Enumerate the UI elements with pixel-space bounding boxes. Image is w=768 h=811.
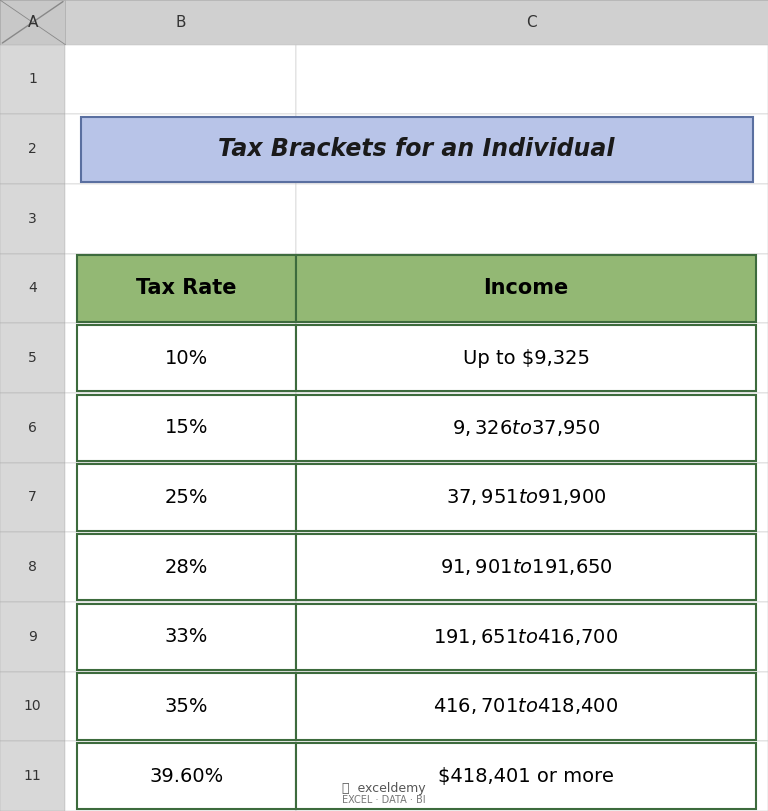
Text: B: B [175, 15, 186, 30]
Bar [65, 324, 296, 393]
Text: $191,651 to $416,700: $191,651 to $416,700 [433, 627, 619, 647]
Bar [0, 393, 65, 462]
Bar [65, 184, 296, 254]
Bar [65, 393, 296, 462]
Text: 5: 5 [28, 351, 37, 365]
Text: 33%: 33% [164, 628, 208, 646]
Bar [296, 673, 756, 740]
Bar [0, 741, 65, 811]
Bar [0, 184, 65, 254]
Bar [65, 602, 296, 672]
Bar [296, 602, 768, 672]
Bar [296, 45, 768, 114]
Text: 9: 9 [28, 630, 37, 644]
Text: 25%: 25% [164, 488, 208, 507]
Text: 10%: 10% [164, 349, 208, 367]
Bar [0, 0, 768, 45]
Text: $418,401 or more: $418,401 or more [438, 766, 614, 786]
Bar [77, 255, 296, 322]
Bar [81, 117, 753, 182]
Bar [296, 325, 756, 392]
Bar [296, 534, 756, 600]
Text: 🏠  exceldemy: 🏠 exceldemy [343, 782, 425, 795]
Bar [65, 45, 296, 114]
Text: 39.60%: 39.60% [149, 766, 223, 786]
Text: 35%: 35% [164, 697, 208, 716]
Bar [0, 462, 65, 532]
Text: 6: 6 [28, 421, 37, 435]
Bar [65, 532, 296, 602]
Bar [0, 324, 65, 393]
Bar [296, 603, 756, 670]
Bar [77, 534, 296, 600]
Bar [77, 603, 296, 670]
Text: C: C [527, 15, 537, 30]
Text: 2: 2 [28, 142, 37, 156]
Text: $91,901 to $191,650: $91,901 to $191,650 [439, 557, 613, 577]
Text: Tax Rate: Tax Rate [136, 278, 237, 298]
Text: $9,326 to $37,950: $9,326 to $37,950 [452, 418, 600, 438]
Bar [65, 741, 296, 811]
Bar [296, 114, 768, 184]
Bar [296, 532, 768, 602]
Text: 1: 1 [28, 72, 37, 87]
Bar [296, 672, 768, 741]
Bar [296, 254, 768, 324]
Bar [77, 673, 296, 740]
Bar [296, 462, 768, 532]
Bar [296, 324, 768, 393]
Bar [65, 672, 296, 741]
Text: 15%: 15% [164, 418, 208, 437]
Bar [296, 741, 768, 811]
Bar [77, 395, 296, 461]
Bar [296, 393, 768, 462]
Bar [0, 254, 65, 324]
Text: 11: 11 [24, 769, 41, 783]
Bar [0, 45, 65, 114]
Bar [65, 254, 296, 324]
Bar [296, 255, 756, 322]
Bar [0, 0, 65, 45]
Text: 8: 8 [28, 560, 37, 574]
Bar [77, 743, 296, 809]
Text: Up to $9,325: Up to $9,325 [462, 349, 590, 367]
Bar [0, 532, 65, 602]
Text: $37,951 to $91,900: $37,951 to $91,900 [446, 487, 606, 508]
Text: Tax Brackets for an Individual: Tax Brackets for an Individual [218, 137, 615, 161]
Bar [77, 464, 296, 530]
Text: 3: 3 [28, 212, 37, 225]
Text: Income: Income [483, 278, 569, 298]
Text: $416,701 to $418,400: $416,701 to $418,400 [433, 697, 619, 716]
Text: A: A [28, 15, 38, 30]
Bar [0, 602, 65, 672]
Text: 4: 4 [28, 281, 37, 295]
Bar [77, 325, 296, 392]
Bar [296, 464, 756, 530]
Text: EXCEL · DATA · BI: EXCEL · DATA · BI [343, 796, 425, 805]
Bar [65, 114, 296, 184]
Text: 7: 7 [28, 491, 37, 504]
Bar [65, 462, 296, 532]
Text: 10: 10 [24, 700, 41, 714]
Bar [296, 184, 768, 254]
Bar [0, 672, 65, 741]
Text: 28%: 28% [164, 558, 208, 577]
Bar [296, 743, 756, 809]
Bar [296, 395, 756, 461]
Bar [0, 114, 65, 184]
